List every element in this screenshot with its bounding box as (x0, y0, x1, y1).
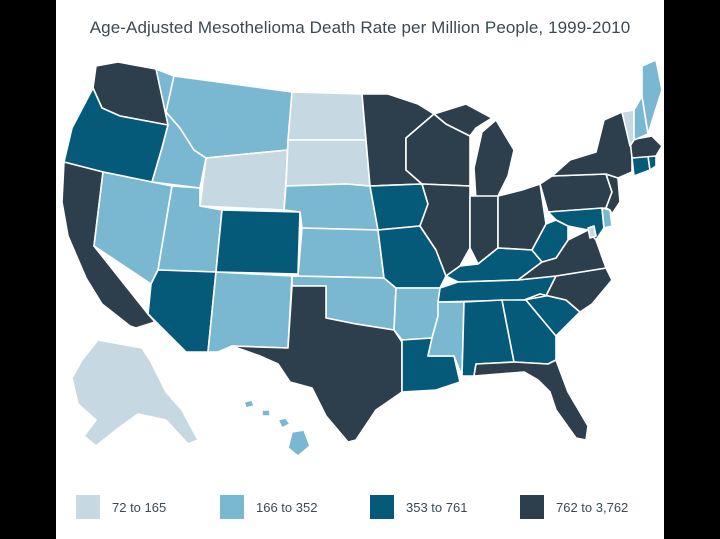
legend: 72 to 165 166 to 352 353 to 761 762 to 3… (70, 494, 660, 524)
map-title: Age-Adjusted Mesothelioma Death Rate per… (89, 18, 631, 37)
state-KS (297, 227, 385, 279)
state-DC (587, 225, 597, 239)
state-ME (641, 59, 663, 135)
legend-swatch-3 (370, 495, 394, 519)
state-WY (199, 149, 289, 211)
state-CO (215, 209, 301, 275)
state-MA (629, 135, 663, 159)
legend-swatch-2 (220, 495, 244, 519)
legend-item-3: 353 to 761 (370, 494, 467, 520)
state-AK (71, 339, 199, 447)
state-SD (285, 139, 371, 187)
legend-item-4: 762 to 3,762 (520, 494, 628, 520)
us-choropleth-map (61, 59, 663, 457)
state-RI (647, 155, 657, 171)
state-TX (231, 285, 403, 443)
state-WV (531, 219, 569, 263)
state-IA (369, 183, 429, 231)
state-FL (473, 359, 589, 441)
state-CT (631, 155, 651, 177)
state-NY (551, 111, 633, 179)
state-PA (539, 173, 613, 213)
legend-label-1: 72 to 165 (112, 499, 167, 515)
state-NC (523, 267, 613, 313)
legend-label-4: 762 to 3,762 (556, 499, 629, 515)
map-canvas: Age-Adjusted Mesothelioma Death Rate per… (56, 0, 664, 539)
legend-item-2: 166 to 352 (220, 494, 317, 520)
legend-label-2: 166 to 352 (256, 499, 318, 515)
legend-swatch-1 (76, 495, 100, 519)
state-HI (243, 399, 311, 457)
legend-swatch-4 (520, 495, 544, 519)
state-ND (287, 91, 367, 141)
state-AZ (147, 269, 217, 353)
state-MI (433, 103, 515, 201)
state-NJ (605, 173, 621, 215)
state-NM (207, 271, 293, 353)
legend-item-1: 72 to 165 (76, 494, 166, 520)
legend-label-3: 353 to 761 (406, 499, 468, 515)
